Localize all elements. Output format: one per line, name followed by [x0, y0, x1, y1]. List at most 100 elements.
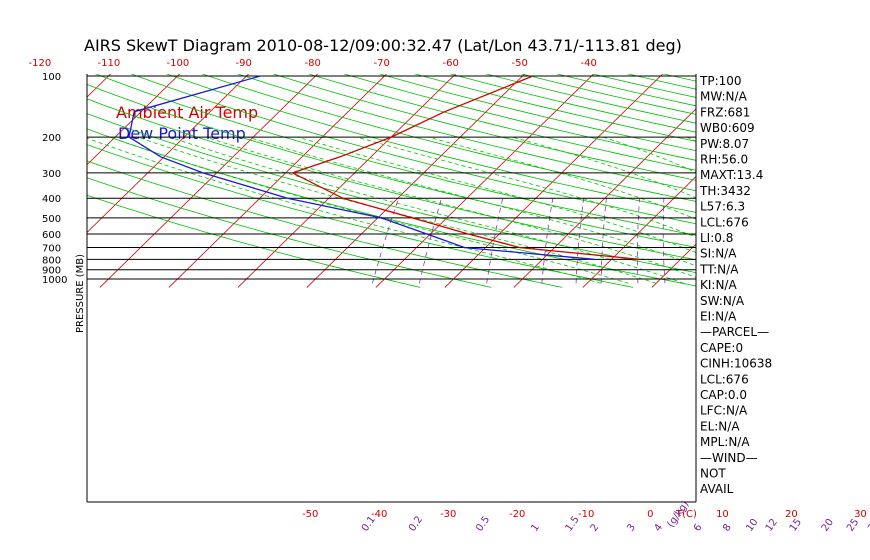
parameter-item: AVAIL	[700, 482, 734, 496]
legend-dew-point: Dew Point Temp	[118, 124, 246, 143]
dry-adiabat-line	[87, 113, 696, 274]
parameter-item: WB0:609	[700, 121, 755, 135]
isobars	[86, 74, 697, 503]
dry-adiabat-line	[667, 67, 870, 288]
mixing-ratio-line	[746, 198, 757, 283]
bottom-temp-tick-label: -40	[371, 509, 387, 520]
parameter-item: LCL:676	[700, 372, 749, 386]
dry-adiabat-line	[307, 74, 696, 171]
isotherm-line	[306, 74, 526, 288]
moist-adiabat-line	[356, 136, 696, 238]
pressure-tick-label: 800	[42, 255, 61, 266]
isotherm-line	[790, 67, 870, 288]
air-temp-profile	[290, 75, 640, 260]
parameter-item: EL:N/A	[700, 419, 740, 433]
mixing-ratio-line	[813, 198, 832, 283]
mixing-ratio-tick-label: 6	[692, 522, 705, 534]
dry-adiabat-line	[87, 160, 563, 288]
sounding-profiles	[128, 75, 640, 260]
moist-adiabat-line	[756, 137, 870, 283]
mixing-ratio-line	[855, 198, 870, 283]
pressure-tick-label: 100	[42, 72, 61, 83]
dew-point-profile	[128, 75, 595, 260]
isotherm-line	[859, 67, 870, 288]
parameter-item: FRZ:681	[700, 105, 750, 119]
dry-adiabat-line	[272, 74, 696, 181]
parameter-item: LI:0.8	[700, 231, 733, 245]
mixing-ratio-line	[836, 198, 858, 283]
parameter-item: RH:56.0	[700, 153, 748, 167]
top-temp-tick-label: -40	[581, 58, 597, 69]
mixing-ratio-tick-label: 3	[625, 522, 638, 534]
bottom-temp-tick-label: -20	[509, 509, 525, 520]
mixing-ratio-tick-label: 1	[529, 522, 542, 534]
parameter-item: KI:N/A	[700, 278, 737, 292]
isotherm-line	[99, 74, 319, 288]
bottom-temp-tick-label: -30	[440, 509, 456, 520]
bottom-temp-tick-label: 0	[647, 509, 653, 520]
mixing-ratio-tick-label: 0.2	[407, 514, 425, 533]
bottom-temp-tick-label: 20	[785, 509, 798, 520]
pressure-tick-label: 1000	[42, 275, 67, 286]
mixing-ratio-tick-label: 10	[744, 517, 760, 534]
moist-adiabat-line	[428, 136, 696, 220]
pressure-tick-label: 500	[42, 214, 61, 225]
moist-adiabat-line	[87, 137, 602, 284]
moist-adiabat-line	[109, 136, 629, 284]
parameter-item: MPL:N/A	[700, 435, 750, 449]
temp-axis-label: T(C)	[675, 509, 697, 520]
dry-adiabat-line	[201, 74, 696, 202]
mixing-ratio-line	[486, 198, 504, 284]
parameter-item: PW:8.07	[700, 137, 749, 151]
mixing-ratio-tick-label: 30	[866, 517, 870, 534]
pressure-tick-label: 900	[42, 266, 61, 277]
isotherm-line	[375, 74, 595, 288]
isotherm-line	[582, 175, 696, 288]
moist-adiabat-line	[137, 136, 657, 284]
parameter-item: —PARCEL—	[700, 325, 769, 339]
dry-adiabat-line	[87, 144, 634, 288]
parameter-item: CINH:10638	[700, 357, 772, 371]
mixing-ratio-line	[419, 198, 442, 284]
mixing-ratio-tick-label: 12	[764, 517, 780, 534]
mixing-ratio-line	[637, 198, 640, 284]
isotherm-line	[168, 74, 388, 288]
top-temp-tick-label: -80	[305, 58, 321, 69]
pressure-tick-label: 700	[42, 244, 61, 255]
dry-adiabat-line	[87, 177, 492, 288]
mixing-ratio-tick-label: 2	[589, 522, 602, 534]
bottom-temp-tick-label: -50	[302, 509, 318, 520]
parameter-item: TP:100	[699, 74, 742, 88]
moist-adiabat-line	[169, 136, 684, 284]
parameter-item: —WIND—	[700, 451, 758, 465]
parameter-item: TH:3432	[699, 184, 751, 198]
mixing-ratio-line	[541, 198, 554, 284]
isotherm-line	[444, 74, 664, 288]
dry-adiabat-line	[87, 194, 421, 288]
parameter-item: NOT	[700, 467, 726, 481]
dry-adiabat-line	[87, 84, 696, 248]
parameter-item: CAP:0.0	[700, 388, 747, 402]
isotherm-line	[87, 74, 250, 233]
parameter-item: EI:N/A	[700, 310, 737, 324]
mixing-ratio-line	[764, 198, 777, 283]
mixing-ratio-tick-label: 0.5	[474, 514, 492, 533]
mixing-ratio-tick-label: 4	[652, 522, 665, 534]
pressure-tick-label: 200	[42, 133, 61, 144]
top-temp-tick-label: -60	[443, 58, 459, 69]
isotherm-line	[87, 74, 181, 166]
dry-adiabat-line	[165, 74, 696, 213]
parameter-item: LCL:676	[700, 215, 749, 229]
mixing-ratio-line	[600, 198, 607, 284]
top-temp-tick-label: -110	[98, 58, 121, 69]
mixing-ratio-tick-label: 8	[721, 522, 734, 534]
isotherm-line	[651, 243, 696, 288]
top-temp-tick-label: -120	[29, 58, 52, 69]
parameter-item: MAXT:13.4	[700, 168, 763, 182]
top-temp-tick-label: -100	[167, 58, 190, 69]
isotherm-line	[237, 74, 457, 288]
dry-adiabat-line	[343, 74, 696, 161]
